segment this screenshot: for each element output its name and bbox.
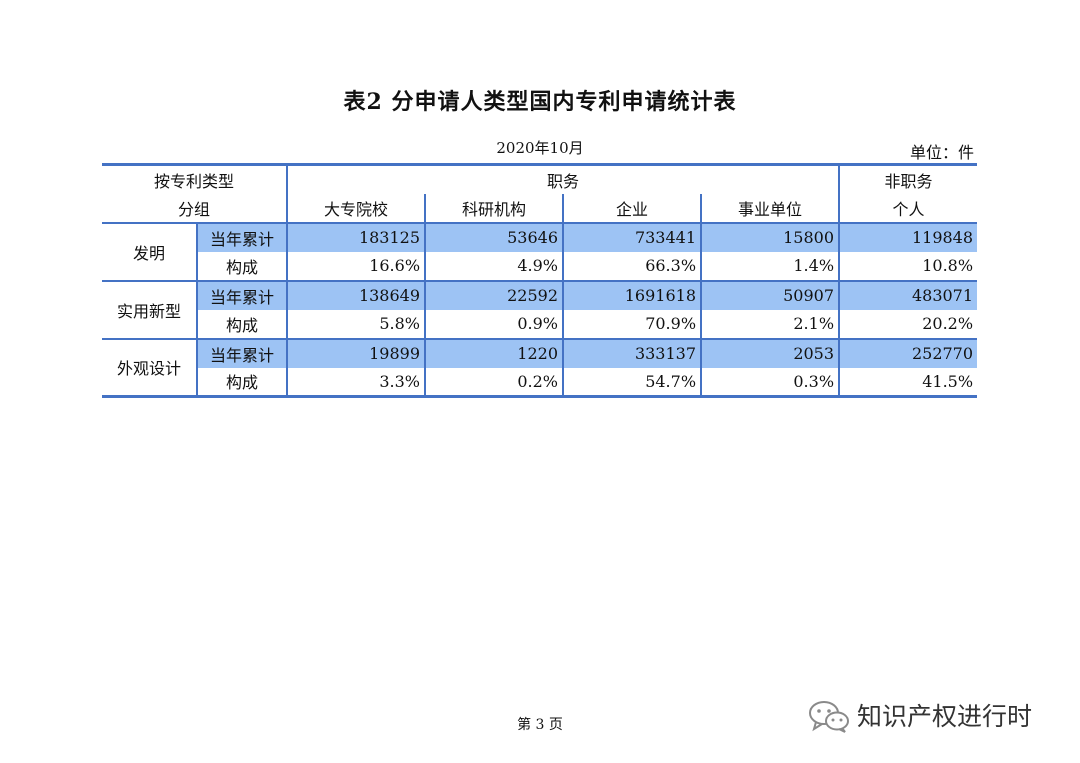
cell-public-institutions: 2.1%	[700, 309, 840, 340]
cell-individuals: 252770	[838, 338, 978, 368]
cell-individuals: 483071	[838, 280, 978, 310]
column-header-research-institutes: 科研机构	[424, 193, 564, 224]
cell-public-institutions: 0.3%	[700, 367, 840, 398]
table-row: 构成 16.6% 4.9% 66.3% 1.4% 10.8%	[102, 251, 978, 282]
cell-universities: 5.8%	[286, 309, 426, 340]
cell-enterprises: 66.3%	[562, 251, 702, 282]
cell-research-institutes: 53646	[424, 222, 564, 252]
brand-name: 知识产权进行时	[857, 702, 1033, 731]
patent-statistics-table: 按专利类型 职务 非职务 分组 大专院校 科研机构 企业 事业单位 个人 发明当…	[102, 163, 978, 398]
cell-public-institutions: 2053	[700, 338, 840, 368]
wechat-icon	[809, 701, 849, 733]
cell-research-institutes: 1220	[424, 338, 564, 368]
cell-enterprises: 1691618	[562, 280, 702, 310]
group-name: 外观设计	[102, 338, 197, 398]
unit-label: 单位：件	[909, 143, 974, 162]
row-label: 构成	[195, 309, 288, 340]
cell-enterprises: 54.7%	[562, 367, 702, 398]
column-header-individuals: 个人	[838, 193, 978, 224]
cell-research-institutes: 4.9%	[424, 251, 564, 282]
cell-universities: 19899	[286, 338, 426, 368]
cell-enterprises: 70.9%	[562, 309, 702, 340]
table-row: 发明 当年累计 183125 53646 733441 15800 119848	[102, 222, 978, 282]
header-row-2: 分组 大专院校 科研机构 企业 事业单位 个人	[102, 193, 978, 224]
cell-universities: 183125	[286, 222, 426, 252]
row-label: 当年累计	[195, 280, 288, 310]
table-title: 表2 分申请人类型国内专利申请统计表	[343, 89, 737, 115]
cell-public-institutions: 50907	[700, 280, 840, 310]
table-row: 构成 5.8% 0.9% 70.9% 2.1% 20.2%	[102, 309, 978, 340]
column-header-enterprises: 企业	[562, 193, 702, 224]
cell-enterprises: 733441	[562, 222, 702, 252]
group-header-line-1: 按专利类型	[102, 163, 288, 194]
cell-individuals: 10.8%	[838, 251, 978, 282]
group-name: 实用新型	[102, 280, 197, 340]
row-label: 构成	[195, 251, 288, 282]
table-row: 构成 3.3% 0.2% 54.7% 0.3% 41.5%	[102, 367, 978, 398]
report-date: 2020年10月	[496, 139, 584, 157]
cell-research-institutes: 0.9%	[424, 309, 564, 340]
cell-universities: 3.3%	[286, 367, 426, 398]
cell-individuals: 119848	[838, 222, 978, 252]
group-header-line-2: 分组	[102, 193, 288, 224]
cell-public-institutions: 1.4%	[700, 251, 840, 282]
table-row: 实用新型 当年累计 138649 22592 1691618 50907 483071	[102, 280, 978, 340]
cell-individuals: 20.2%	[838, 309, 978, 340]
row-label: 当年累计	[195, 222, 288, 252]
row-label: 当年累计	[195, 338, 288, 368]
cell-research-institutes: 22592	[424, 280, 564, 310]
page-number: 第 3 页	[517, 717, 563, 733]
header-feizhiwu: 非职务	[838, 163, 978, 194]
cell-individuals: 41.5%	[838, 367, 978, 398]
column-header-universities: 大专院校	[286, 193, 426, 224]
row-label: 构成	[195, 367, 288, 398]
cell-research-institutes: 0.2%	[424, 367, 564, 398]
table-row: 外观设计 当年累计 19899 1220 333137 2053 252770	[102, 338, 978, 398]
cell-universities: 16.6%	[286, 251, 426, 282]
column-header-public-institutions: 事业单位	[700, 193, 840, 224]
header-zhiwu: 职务	[286, 163, 840, 194]
cell-public-institutions: 15800	[700, 222, 840, 252]
header-row-1: 按专利类型 职务 非职务	[102, 163, 978, 194]
cell-universities: 138649	[286, 280, 426, 310]
group-name: 发明	[102, 222, 197, 282]
cell-enterprises: 333137	[562, 338, 702, 368]
